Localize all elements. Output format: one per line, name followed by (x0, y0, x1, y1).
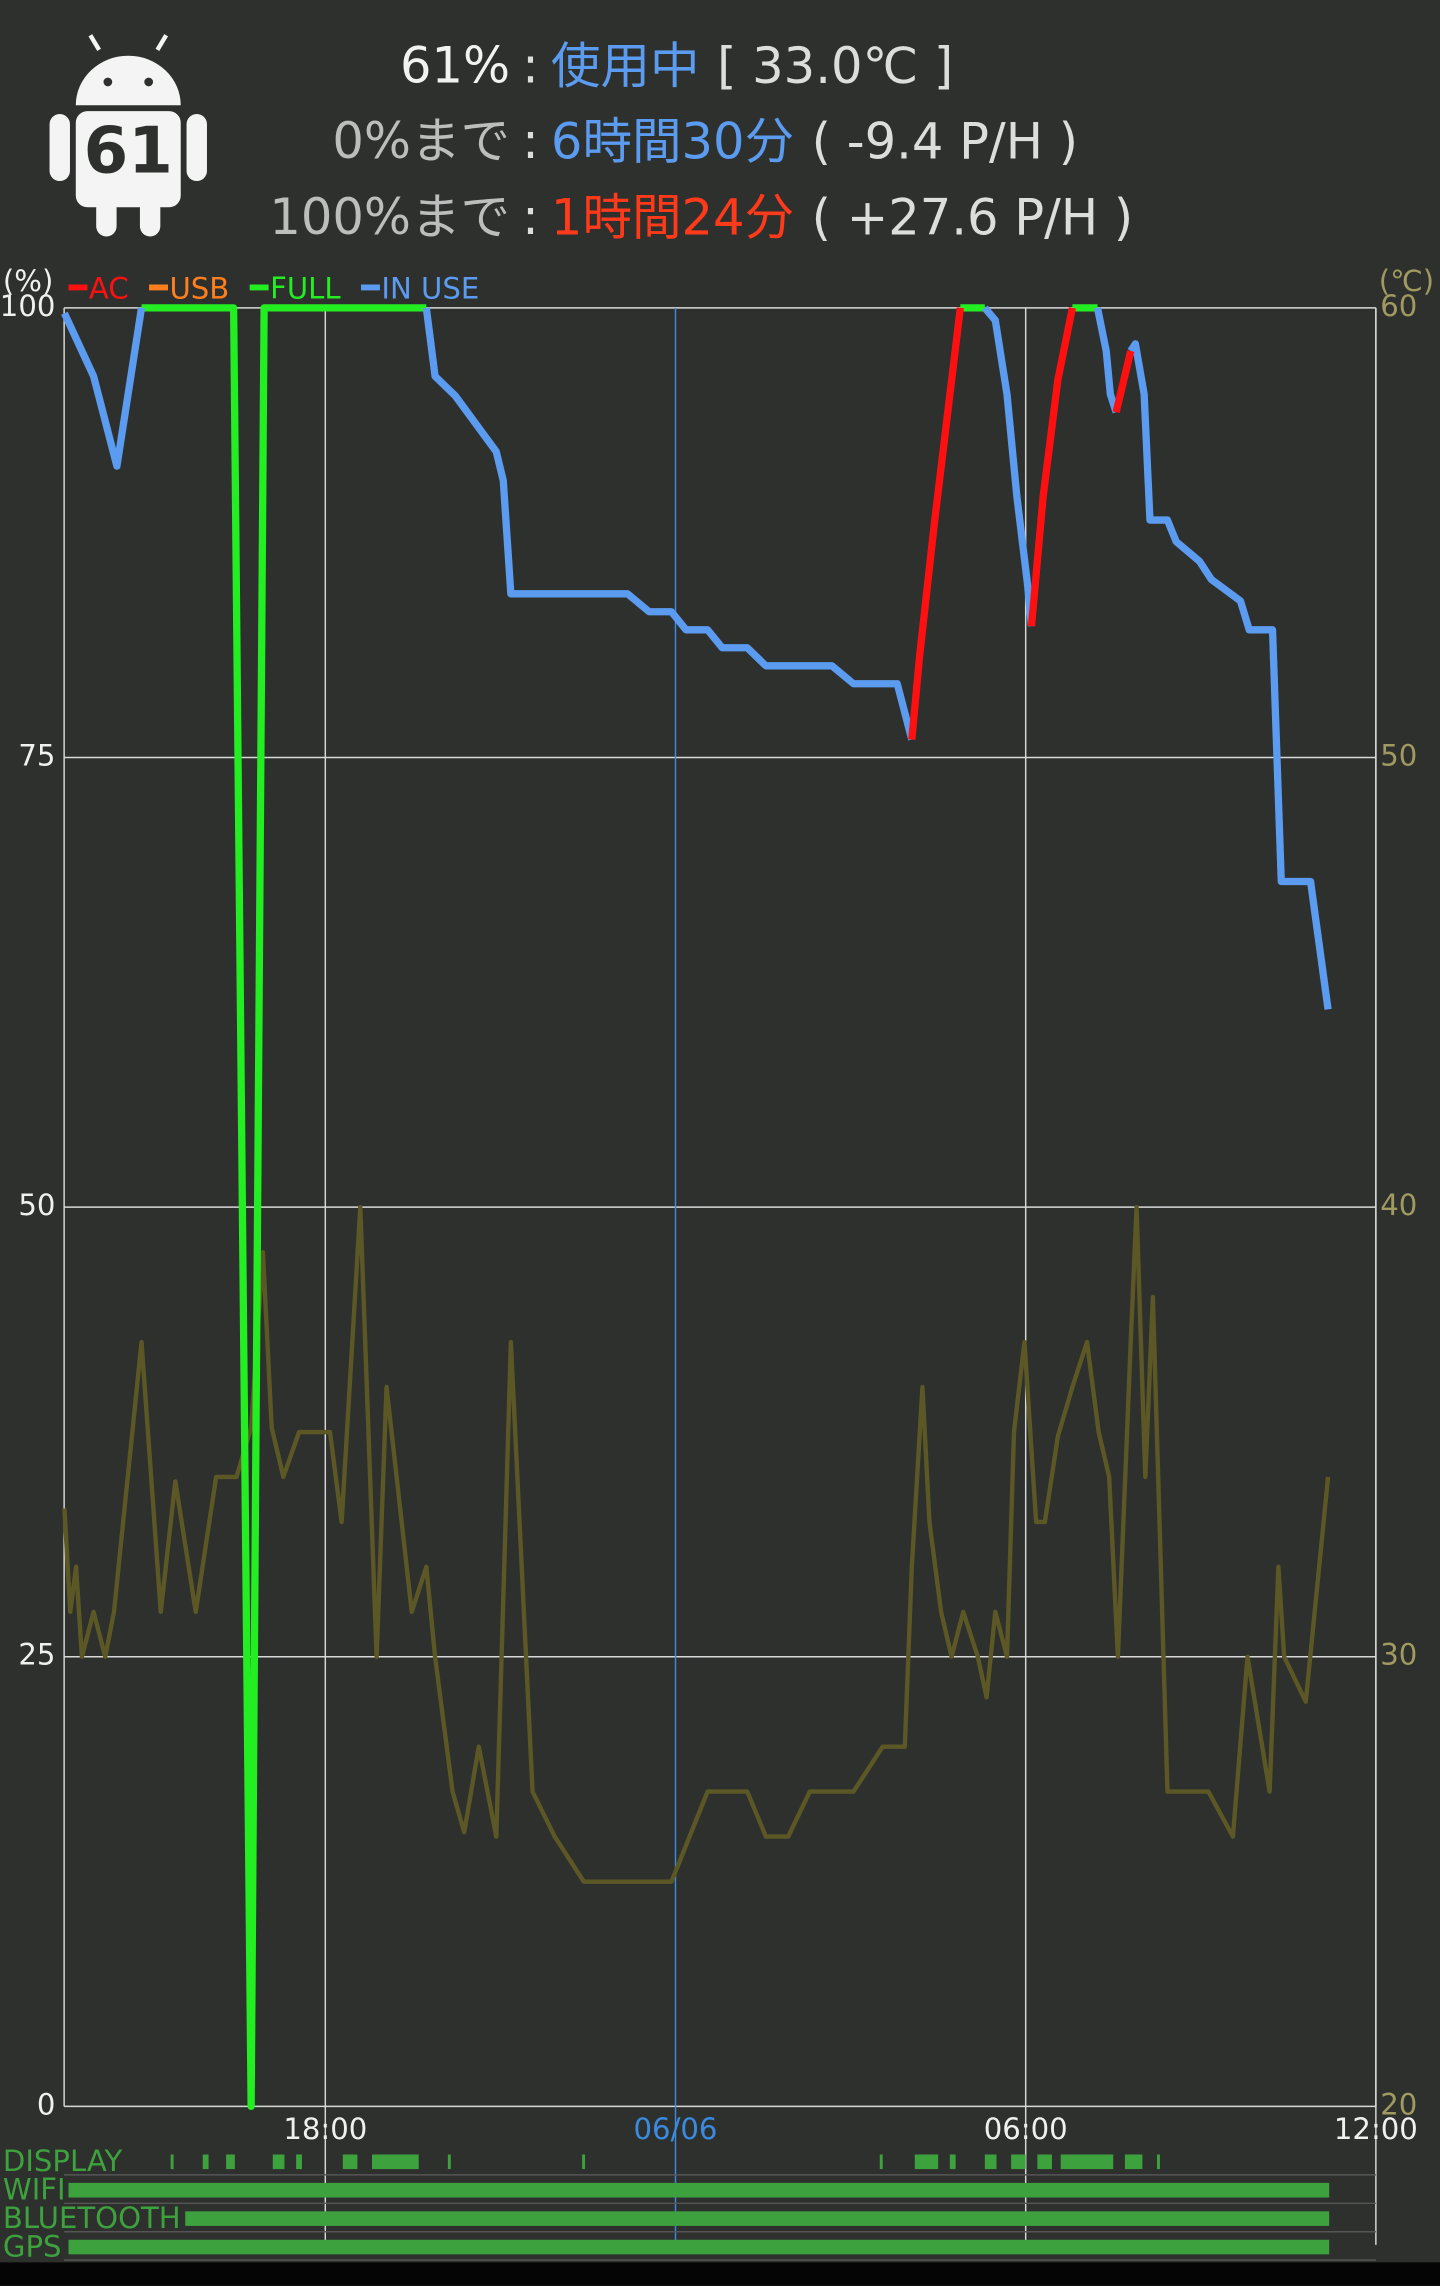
legend-label: AC (89, 271, 129, 305)
status-bar (984, 2154, 997, 2170)
x-tick-label: 06/06 (634, 2112, 718, 2146)
icon-text: 61 (84, 113, 173, 188)
y-tick-label: 100 (0, 289, 55, 323)
status-line: 使用中 [ 33.0℃ ] (551, 36, 953, 94)
legend-label: FULL (270, 271, 341, 305)
status-bar (1011, 2154, 1026, 2170)
status-row-label: GPS (3, 2230, 62, 2264)
status-bar (582, 2154, 586, 2170)
status-line: 6時間30分 ( -9.4 P/H ) (551, 112, 1078, 170)
status-label: 61% (400, 36, 510, 94)
battery-line (61, 305, 1332, 1010)
status-bar (879, 2154, 883, 2170)
status-bar (170, 2154, 174, 2170)
status-value: 1時間24分 (551, 188, 794, 246)
status-line: 1時間24分 ( +27.6 P/H ) (551, 188, 1133, 246)
status-bar (272, 2154, 285, 2170)
status-label: 0%まで (332, 112, 510, 170)
status-value: 6時間30分 (551, 112, 794, 170)
separator: : (522, 112, 539, 170)
status-bar (372, 2154, 419, 2170)
status-bar (185, 2211, 1330, 2226)
status-bar (447, 2154, 451, 2170)
separator: : (522, 188, 539, 246)
status-row-label: BLUETOOTH (3, 2201, 181, 2235)
status-bar (68, 2239, 1330, 2255)
status-bar (1157, 2154, 1160, 2170)
y2-axis-label: (℃) (1379, 264, 1434, 298)
status-extra: ( -9.4 P/H ) (812, 112, 1078, 170)
legend-label: USB (169, 271, 229, 305)
nav-strip (0, 2262, 1440, 2286)
legend-label: IN USE (381, 271, 479, 305)
status-bar (1037, 2154, 1052, 2170)
x-tick-label: 06:00 (984, 2112, 1068, 2146)
status-row-label: WIFI (3, 2173, 66, 2207)
x-tick-label: 18:00 (283, 2112, 367, 2146)
status-row-label: DISPLAY (3, 2144, 123, 2178)
status-bar (1124, 2154, 1143, 2170)
y2-tick-label: 40 (1380, 1188, 1417, 1222)
y-axis-label: (%) (3, 264, 53, 298)
y-tick-label: 50 (18, 1188, 55, 1222)
battery-line (908, 307, 1135, 740)
status-bar (949, 2154, 956, 2170)
status-bar (342, 2154, 358, 2170)
separator: : (522, 36, 539, 94)
y-tick-label: 0 (37, 2087, 56, 2121)
status-value: 使用中 (551, 36, 700, 94)
y2-tick-label: 60 (1380, 289, 1417, 323)
y2-tick-label: 30 (1380, 1638, 1417, 1672)
status-bar (226, 2154, 235, 2170)
status-label: 100%まで (269, 188, 510, 246)
status-bar (68, 2182, 1330, 2198)
android-icon: 61 (49, 34, 207, 237)
status-bar (296, 2154, 302, 2170)
status-bar (202, 2154, 209, 2170)
y-tick-label: 25 (18, 1638, 55, 1672)
y-tick-label: 75 (18, 738, 55, 772)
battery-line (141, 304, 1098, 2111)
y2-tick-label: 20 (1380, 2087, 1417, 2121)
status-extra: ( +27.6 P/H ) (812, 188, 1134, 246)
y2-tick-label: 50 (1380, 738, 1417, 772)
status-bar (1060, 2154, 1114, 2170)
status-extra: [ 33.0℃ ] (717, 36, 953, 94)
x-tick-label: 12:00 (1334, 2112, 1418, 2146)
status-bar (914, 2154, 939, 2170)
